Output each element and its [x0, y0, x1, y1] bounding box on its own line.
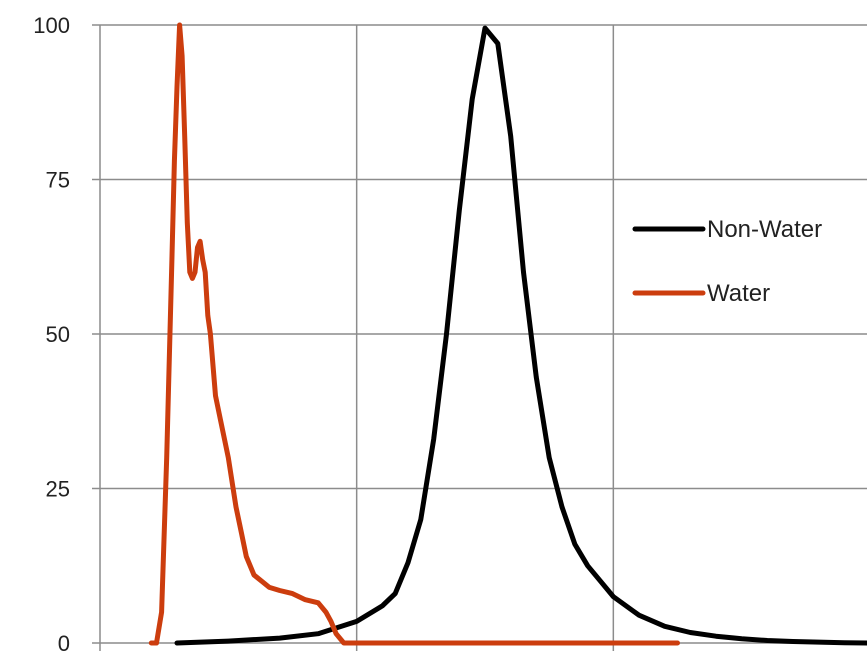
- y-tick-label: 25: [46, 477, 70, 502]
- y-tick-label: 0: [58, 631, 70, 656]
- series-layer: [148, 22, 867, 646]
- y-tick-label: 75: [46, 168, 70, 193]
- tick-labels: 0 25 50 75 100: [33, 13, 70, 656]
- legend-label: Non-Water: [707, 216, 822, 243]
- y-tick-label: 50: [46, 322, 70, 347]
- gridlines: [100, 24, 867, 643]
- y-tick-label: 100: [33, 13, 70, 38]
- series-line-water: [148, 22, 680, 646]
- legend: Non-Water Water: [632, 216, 822, 307]
- legend-label: Water: [707, 280, 770, 307]
- series-line-non-water: [174, 25, 867, 646]
